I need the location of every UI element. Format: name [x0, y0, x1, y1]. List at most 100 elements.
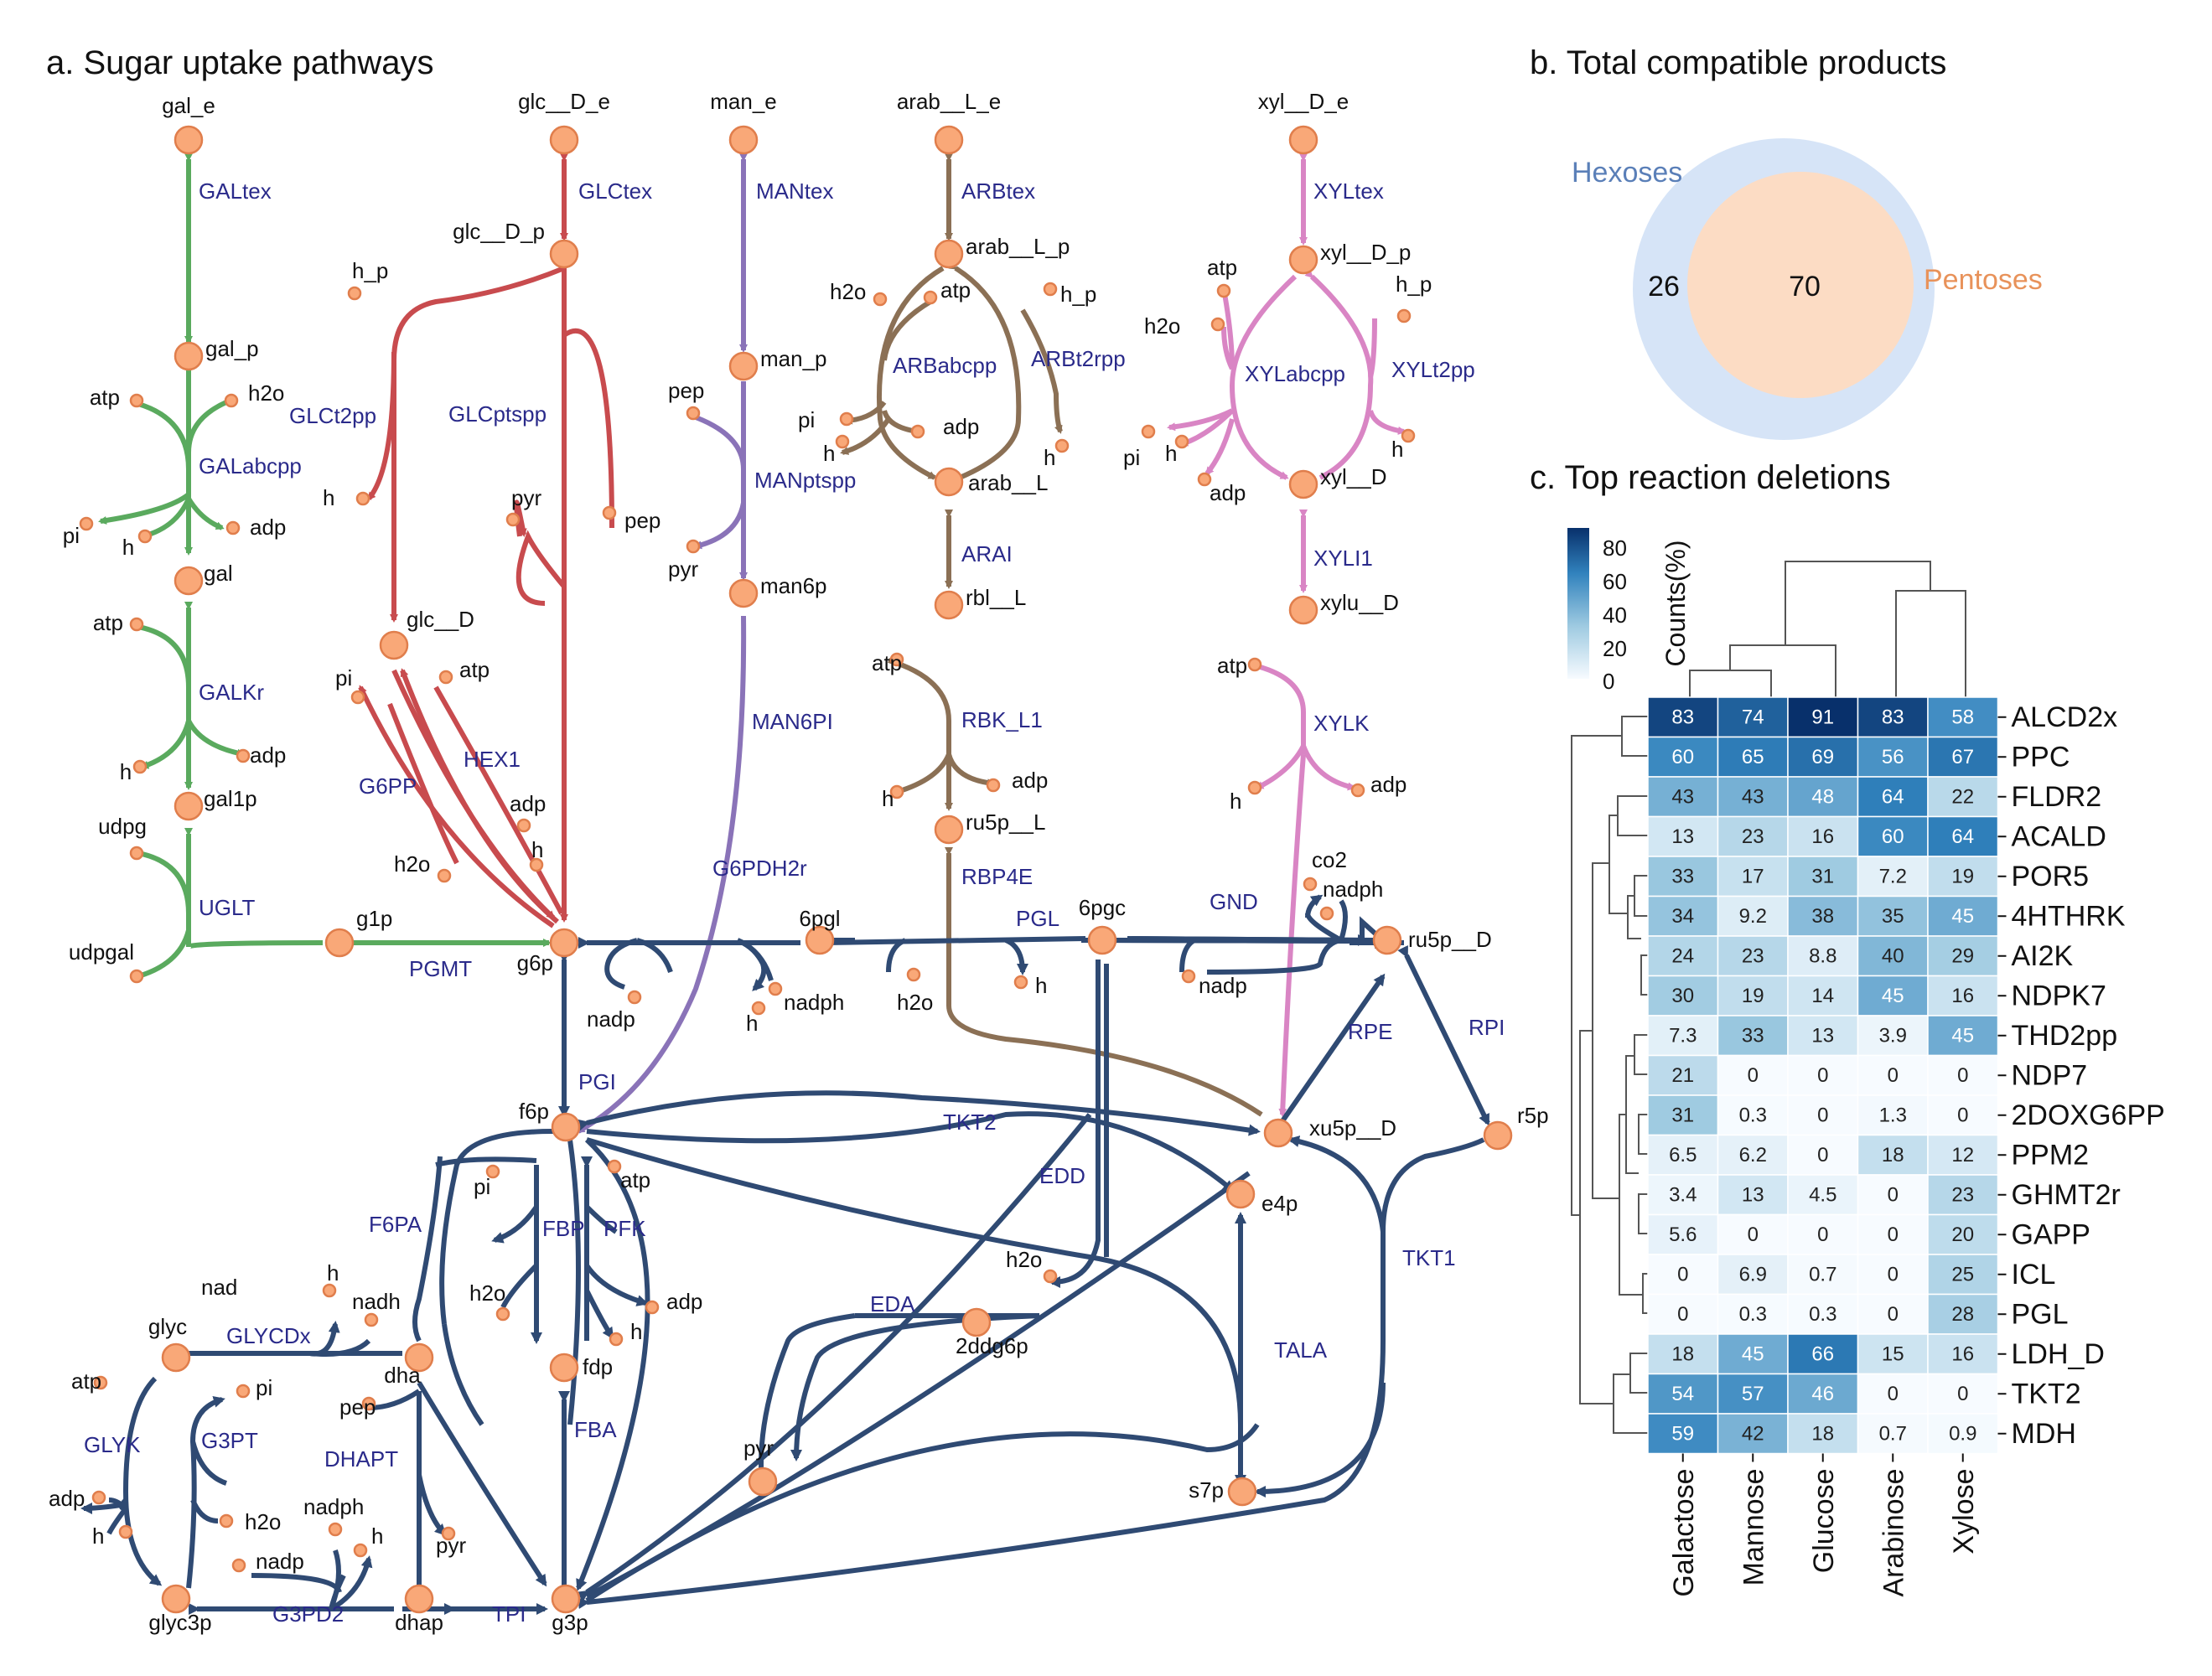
cofactors: atp h2o pi h adp atp adp h udpg udpgal h…: [49, 255, 1432, 1574]
heatmap-cell-value: 45: [1882, 985, 1904, 1007]
node-g6p: [549, 928, 579, 958]
cof-node: [607, 1159, 622, 1174]
heatmap-cell-value: 0.3: [1739, 1303, 1767, 1326]
cof-label: h: [1391, 437, 1403, 462]
heatmap-cell: [1787, 1134, 1859, 1176]
column-dendrogram: [1689, 561, 1966, 702]
row-label: GHMT2r: [2012, 1179, 2121, 1211]
label-xylu: xylu__D: [1320, 590, 1399, 615]
heatmap-cell: [1787, 1333, 1859, 1375]
heatmap-cell-value: 0.7: [1879, 1422, 1907, 1445]
row-label: ALCD2x: [2012, 701, 2118, 733]
label-glyc: glyc: [148, 1314, 187, 1339]
heatmap-cell: [1647, 815, 1719, 857]
heatmap-cell-value: 21: [1671, 1064, 1694, 1087]
cof-label: h: [1044, 445, 1055, 470]
rxn-label: G6PP: [359, 773, 417, 799]
heatmap-cell: [1857, 1174, 1929, 1216]
heatmap-cell-value: 66: [1811, 1342, 1834, 1365]
heatmap-cell: [1787, 1413, 1859, 1455]
label-pyr-big: pyr: [743, 1435, 774, 1461]
node-xyl_p: [1288, 245, 1318, 275]
cof-label: pep: [624, 508, 660, 533]
heatmap-cell: [1927, 1134, 1999, 1176]
node-man_p: [728, 351, 759, 381]
node-glyc3p: [161, 1584, 191, 1614]
cof-node: [1216, 283, 1231, 298]
heatmap-cell: [1647, 1373, 1719, 1415]
heatmap-cell: [1857, 1094, 1929, 1136]
cof-label: h: [323, 485, 334, 510]
heatmap-cell-value: 1.3: [1879, 1104, 1907, 1126]
heatmap-column-labels: Galactose Mannose Glucose Arabinose Xylose: [1668, 1453, 1980, 1597]
cof-node: [224, 393, 239, 408]
node-dhap: [404, 1584, 434, 1614]
label-g1p: g1p: [356, 906, 392, 931]
heatmap-cell: [1647, 696, 1719, 738]
heatmap-cell: [1857, 1015, 1929, 1057]
heatmap-cell-value: 22: [1951, 785, 1974, 808]
node-gal_e: [174, 125, 204, 155]
rxn-label: TKT1: [1402, 1245, 1456, 1270]
heatmap-grid: 83 74 91 83 58 60 65 69 56 67 43 43 48 64 22 13 23 16 60 64…: [1647, 696, 1999, 1455]
cof-node: [137, 529, 153, 544]
rxn-label: ARBabcpp: [893, 353, 997, 378]
rxn-label: XYLI1: [1313, 546, 1373, 571]
cof-node: [505, 512, 521, 527]
row-label: THD2pp: [2012, 1020, 2118, 1052]
rxn-label: TKT2: [943, 1110, 997, 1135]
cof-label: pyr: [668, 556, 698, 582]
cof-node: [495, 1306, 510, 1322]
cof-node: [645, 1300, 660, 1315]
rxn-label: HEX1: [464, 747, 521, 772]
edges-galactose: [98, 153, 552, 979]
cof-label: h: [371, 1523, 383, 1549]
heatmap-cell: [1717, 1054, 1789, 1096]
cof-node: [889, 652, 904, 667]
label-gal1p: gal1p: [204, 786, 257, 811]
cof-node: [91, 1490, 106, 1505]
cof-label: atp: [90, 385, 120, 410]
rxn-label: GLYK: [84, 1432, 141, 1457]
heatmap-cell-value: 54: [1671, 1383, 1694, 1405]
node-s7p: [1227, 1477, 1257, 1507]
heatmap-cell: [1647, 895, 1719, 937]
cof-node: [129, 393, 144, 408]
label-man6p: man6p: [760, 573, 827, 598]
heatmap-cell: [1927, 1174, 1999, 1216]
node-arab: [934, 467, 964, 497]
heatmap-cell: [1857, 1134, 1929, 1176]
heatmap-cell: [1717, 975, 1789, 1016]
cof-node: [873, 292, 888, 307]
cof-label: h: [746, 1011, 758, 1036]
heatmap-row-labels: ALCD2x PPC FLDR2 ACALD POR5 4HTHRK AI2K NDPK7 TH…: [1997, 701, 2165, 1450]
node-glc_p: [549, 239, 579, 269]
label-ru5pD: ru5p__D: [1408, 927, 1492, 952]
rxn-label: ARAI: [961, 541, 1013, 566]
column-label: Arabinose: [1878, 1469, 1909, 1597]
cof-node: [1013, 975, 1028, 990]
heatmap-cell-value: 74: [1742, 706, 1764, 728]
heatmap-cell: [1927, 975, 1999, 1016]
node-ru5pD: [1372, 925, 1402, 955]
heatmap-cell-value: 6.9: [1739, 1263, 1767, 1285]
cof-label: h2o: [245, 1509, 281, 1534]
row-label: NDP7: [2012, 1059, 2088, 1091]
reaction-labels: GALtex GALabcpp GALKr UGLT PGMT GLCtex G…: [84, 178, 1505, 1627]
heatmap-cell-value: 0: [1817, 1144, 1828, 1166]
heatmap-cell-value: 38: [1811, 905, 1834, 928]
heatmap-cell-value: 23: [1742, 825, 1764, 848]
heatmap-cell: [1857, 815, 1929, 857]
heatmap-cell: [1927, 856, 1999, 897]
cof-label: nadp: [587, 1006, 635, 1032]
cof-label: nadph: [1323, 877, 1383, 902]
heatmap-cell: [1717, 1134, 1789, 1176]
label-fdp: fdp: [583, 1354, 613, 1379]
rxn-label: G3PD2: [272, 1601, 344, 1627]
node-xyl_e: [1288, 125, 1318, 155]
heatmap-cell-value: 18: [1671, 1342, 1694, 1365]
label-g6p: g6p: [517, 950, 553, 975]
heatmap-cell: [1927, 815, 1999, 857]
cof-label: pi: [798, 407, 815, 432]
venn-count-only-hexoses: 26: [1648, 271, 1680, 303]
